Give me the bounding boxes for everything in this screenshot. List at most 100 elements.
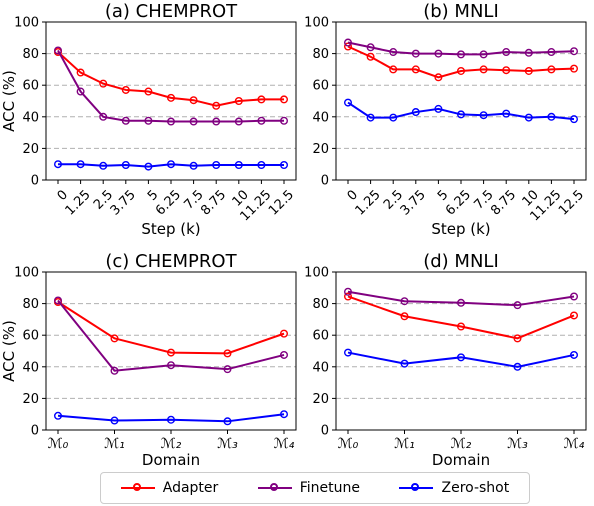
panel-1-xtick-label: 12.5 xyxy=(266,187,297,218)
legend-label-finetune: Finetune xyxy=(299,480,361,496)
panel-1-point-finetune xyxy=(121,116,130,125)
panel-3-point-zero-shot xyxy=(110,416,119,425)
panel-3-point-finetune xyxy=(110,366,119,375)
panel-1-ytick-label: 0 xyxy=(31,174,39,189)
panel-2-point-adapter xyxy=(570,64,579,73)
panel-3-xtick-label: ℳ₄ xyxy=(274,436,295,452)
panel-4-line-adapter xyxy=(347,295,575,340)
panel-4-xtick-label: ℳ₀ xyxy=(338,436,359,452)
panel-4-xtick-label: ℳ₄ xyxy=(564,436,585,452)
panel-1-xtick-label: 1.25 xyxy=(63,187,94,218)
panel-3-line-adapter xyxy=(57,301,285,355)
panel-1-ytick-label: 80 xyxy=(22,47,39,62)
panel-4-xlabel: Domain xyxy=(432,451,490,468)
panel-4-point-zero-shot xyxy=(400,359,409,368)
panel-3-line-finetune xyxy=(57,299,285,372)
panel-2-point-adapter xyxy=(389,65,398,74)
panel-4-point-adapter xyxy=(570,311,579,320)
panel-2-point-finetune xyxy=(547,48,556,57)
panel-3-point-finetune xyxy=(280,350,289,359)
panel-3-point-zero-shot xyxy=(166,415,175,424)
panel-2-point-finetune xyxy=(502,48,511,57)
panel-3-point-finetune xyxy=(223,365,232,374)
panel-1-xtick-label: 3.75 xyxy=(108,187,139,218)
panel-1-point-zero-shot xyxy=(144,162,153,171)
panel-2-point-adapter xyxy=(457,66,466,75)
panel-1-title: (a) CHEMPROT xyxy=(105,1,238,22)
panel-1-ylabel: ACC (%) xyxy=(0,70,18,132)
panel-2-point-zero-shot xyxy=(344,98,353,107)
panel-2-point-adapter xyxy=(524,66,533,75)
panel-3-point-adapter xyxy=(110,334,119,343)
panel-3-xtick-label: ℳ₁ xyxy=(104,436,125,452)
panel-1-xtick-label: 8.75 xyxy=(198,187,229,218)
panel-4-point-zero-shot xyxy=(344,348,353,357)
panel-2-xtick-label: 1.25 xyxy=(353,187,384,218)
panel-2-point-zero-shot xyxy=(479,111,488,120)
panel-3-point-finetune xyxy=(166,361,175,370)
panel-2-point-finetune xyxy=(524,48,533,57)
panel-1-point-zero-shot xyxy=(166,160,175,169)
panel-1-ytick-label: 100 xyxy=(14,16,39,31)
panel-2-point-adapter xyxy=(411,65,420,74)
panel-4-xtick-label: ℳ₂ xyxy=(451,436,472,452)
panel-3-ytick-label: 20 xyxy=(22,392,39,407)
panel-2-point-adapter xyxy=(547,65,556,74)
panel-2-point-finetune xyxy=(570,47,579,56)
panel-1-xlabel: Step (k) xyxy=(141,220,200,238)
panel-4-point-adapter xyxy=(400,312,409,321)
panel-4-point-adapter xyxy=(344,292,353,301)
panel-3-line-zero-shot xyxy=(57,413,285,423)
panel-1-point-finetune xyxy=(212,117,221,126)
panel-3-xtick-label: ℳ₂ xyxy=(161,436,182,452)
panel-3-ytick-label: 40 xyxy=(22,360,39,375)
panel-2-point-zero-shot xyxy=(411,108,420,117)
panel-4-xtick-label: ℳ₁ xyxy=(394,436,415,452)
panel-2-line-zero-shot xyxy=(347,101,575,121)
panel-3-xtick-label: ℳ₃ xyxy=(217,436,238,452)
panel-1-point-zero-shot xyxy=(76,160,85,169)
panel-1-point-zero-shot xyxy=(99,161,108,170)
panel-1-point-finetune xyxy=(144,116,153,125)
panel-2-point-finetune xyxy=(457,50,466,59)
panel-4-point-zero-shot xyxy=(513,362,522,371)
panel-3-title: (c) CHEMPROT xyxy=(105,251,237,272)
panel-3-ytick-label: 100 xyxy=(14,266,39,281)
panel-4-ytick-label: 100 xyxy=(304,266,329,281)
panel-2-xlabel: Step (k) xyxy=(431,220,490,238)
panel-4-ytick-label: 20 xyxy=(312,392,329,407)
panel-2-point-finetune xyxy=(411,49,420,58)
panel-2-point-adapter xyxy=(502,66,511,75)
panel-2-point-zero-shot xyxy=(457,110,466,119)
panel-4-point-finetune xyxy=(344,287,353,296)
legend-item-finetune: Finetune xyxy=(257,480,361,496)
legend-swatch-zero-shot xyxy=(399,482,434,494)
panel-3-ytick-label: 60 xyxy=(22,329,39,344)
panel-2-ytick-label: 100 xyxy=(304,16,329,31)
panel-2-xtick-label: 3.75 xyxy=(398,187,429,218)
legend-item-zero-shot: Zero-shot xyxy=(399,480,509,496)
panel-3-frame xyxy=(45,271,297,431)
panel-3-ytick-label: 0 xyxy=(31,424,39,439)
panel-1-point-zero-shot xyxy=(234,160,243,169)
panel-4-line-zero-shot xyxy=(347,351,575,368)
panel-2-point-finetune xyxy=(366,43,375,52)
panel-4-point-zero-shot xyxy=(570,350,579,359)
panel-4-point-finetune xyxy=(400,297,409,306)
panel-1-ytick-label: 40 xyxy=(22,110,39,125)
legend-swatch-adapter xyxy=(120,482,155,494)
panel-1-point-finetune xyxy=(257,116,266,125)
panel-4-point-finetune xyxy=(457,298,466,307)
panel-4-ytick-label: 80 xyxy=(312,297,329,312)
panel-3-point-adapter xyxy=(166,348,175,357)
panel-3-point-finetune xyxy=(54,296,63,305)
panel-2-point-zero-shot xyxy=(366,113,375,122)
panel-1-point-adapter xyxy=(234,96,243,105)
panel-1-point-adapter xyxy=(212,101,221,110)
panel-2-point-zero-shot xyxy=(389,113,398,122)
panel-1-point-adapter xyxy=(166,93,175,102)
panel-2-xtick-label: 6.25 xyxy=(443,187,474,218)
panel-2-point-zero-shot xyxy=(547,112,556,121)
panel-1-line-zero-shot xyxy=(58,163,284,168)
